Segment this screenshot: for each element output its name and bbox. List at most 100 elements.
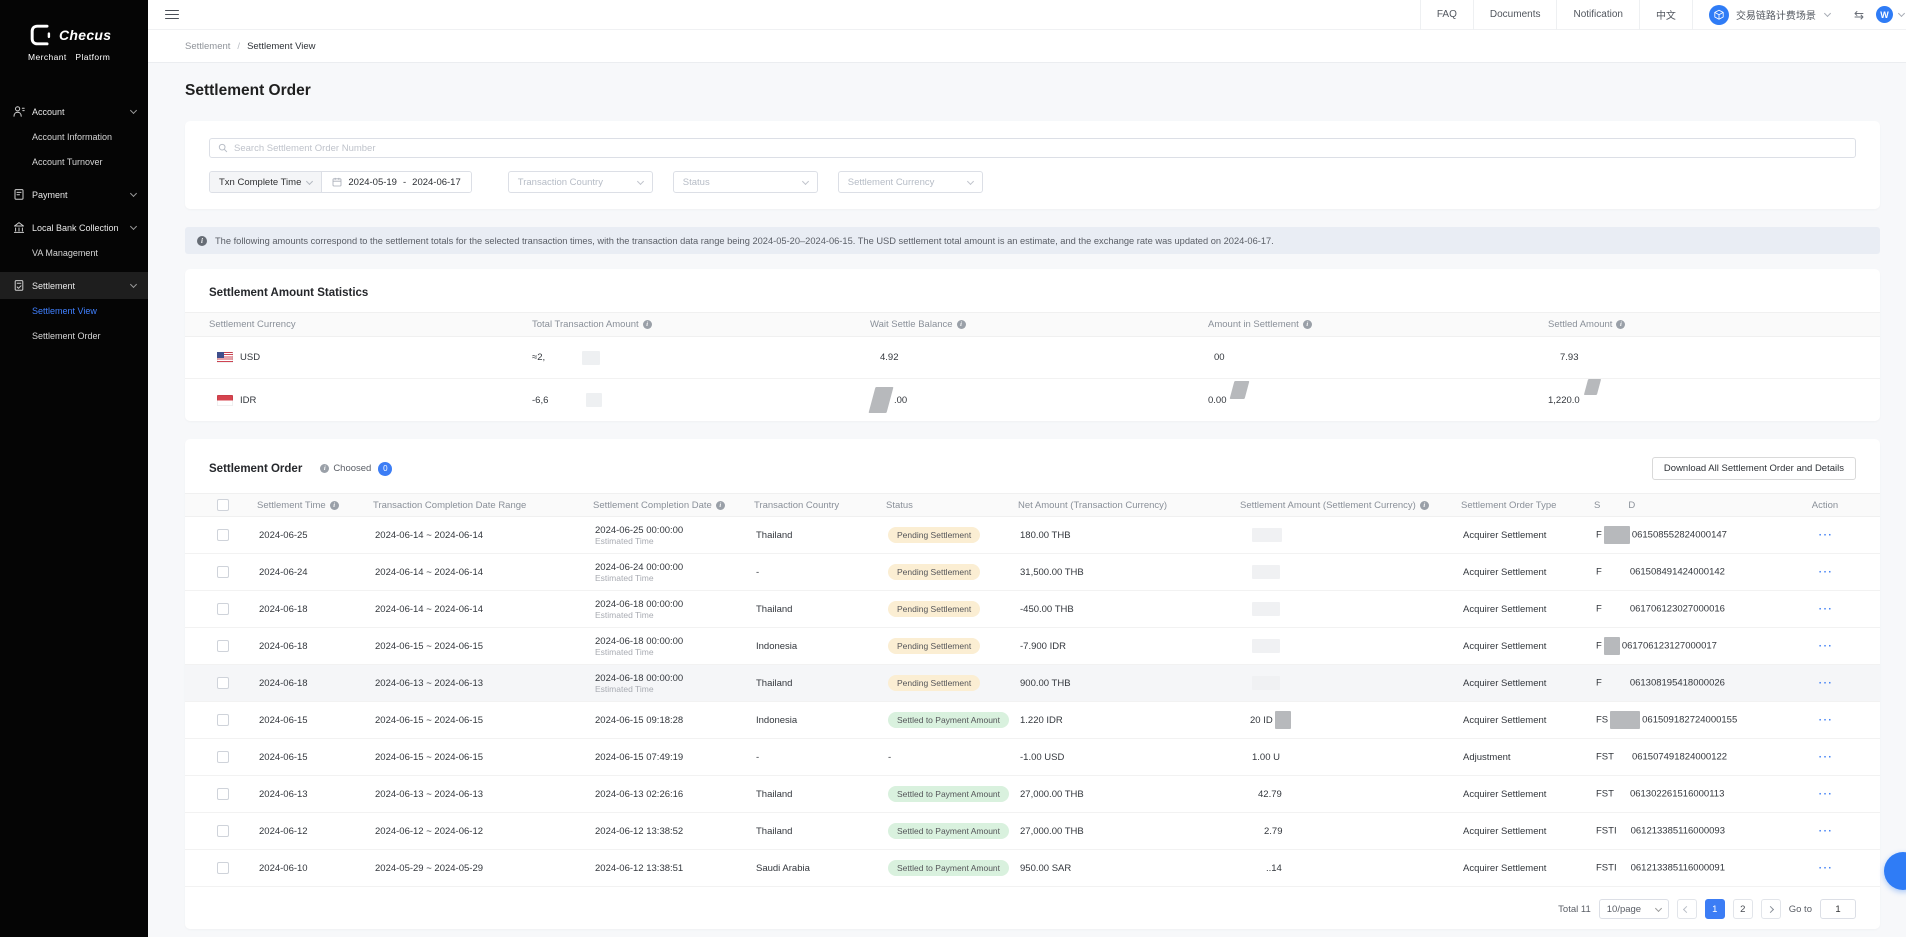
sidebar-item-account-turnover[interactable]: Account Turnover — [32, 157, 103, 167]
search-input[interactable] — [234, 142, 1847, 154]
select-all-checkbox[interactable] — [217, 499, 229, 511]
txn-completion-range: 2024-06-12 ~ 2024-06-12 — [375, 825, 484, 837]
row-actions-button[interactable]: ··· — [1818, 714, 1834, 726]
page-button-1[interactable]: 1 — [1704, 899, 1725, 919]
order-id-prefix: F — [1596, 677, 1602, 689]
column-header: Amount in Settlement i — [1208, 319, 1548, 330]
txn-completion-range: 2024-06-14 ~ 2024-06-14 — [375, 603, 484, 615]
row-checkbox[interactable] — [217, 566, 229, 578]
row-actions-button[interactable]: ··· — [1818, 566, 1834, 578]
row-actions-button[interactable]: ··· — [1818, 677, 1834, 689]
sidebar-item-payment[interactable]: Payment — [0, 181, 148, 208]
info-icon[interactable]: i — [715, 500, 725, 510]
row-checkbox[interactable] — [217, 714, 229, 726]
sidebar-item-settlement-order[interactable]: Settlement Order — [32, 331, 101, 341]
page-button-2[interactable]: 2 — [1732, 899, 1753, 919]
settlement-time: 2024-06-15 — [259, 714, 308, 726]
info-icon[interactable]: i — [1419, 500, 1429, 510]
sidebar-item-local-bank-collection[interactable]: Local Bank Collection — [0, 214, 148, 241]
row-checkbox[interactable] — [217, 751, 229, 763]
column-header-status: Status — [886, 499, 913, 511]
info-icon[interactable]: i — [642, 320, 652, 329]
settlement-time: 2024-06-18 — [259, 603, 308, 615]
table-row: 2024-06-24 2024-06-14 ~ 2024-06-14 2024-… — [185, 554, 1880, 591]
faq-link[interactable]: FAQ — [1419, 0, 1473, 30]
settled-amount: 1,220.0 — [1548, 394, 1580, 406]
sidebar-item-settlement[interactable]: Settlement — [0, 272, 148, 299]
checus-logo-icon — [28, 22, 54, 48]
settlement-currency-select[interactable]: Settlement Currency — [837, 171, 983, 193]
sidebar-item-va-management[interactable]: VA Management — [32, 248, 98, 258]
documents-link[interactable]: Documents — [1472, 0, 1557, 30]
sidebar-item-account[interactable]: Account — [0, 98, 148, 125]
txn-completion-range: 2024-06-14 ~ 2024-06-14 — [375, 529, 484, 541]
row-checkbox[interactable] — [217, 825, 229, 837]
order-id-suffix: 061507491824000122 — [1631, 751, 1728, 763]
order-id-prefix: FST — [1596, 751, 1614, 763]
settlement-time: 2024-06-25 — [259, 529, 308, 541]
menu-toggle-button[interactable] — [165, 7, 179, 22]
info-icon[interactable]: i — [956, 320, 966, 329]
sidebar-item-account-information[interactable]: Account Information — [32, 132, 113, 142]
row-checkbox[interactable] — [217, 862, 229, 874]
row-checkbox[interactable] — [217, 529, 229, 541]
row-actions-button[interactable]: ··· — [1818, 788, 1834, 800]
select-placeholder: Status — [682, 176, 710, 188]
time-type-select[interactable]: Txn Complete Time — [210, 172, 323, 192]
row-checkbox[interactable] — [217, 788, 229, 800]
status-select[interactable]: Status — [672, 171, 818, 193]
workspace-selector[interactable]: 交易链路计费场景 — [1693, 4, 1842, 25]
txn-completion-range: 2024-06-15 ~ 2024-06-15 — [375, 751, 484, 763]
info-icon[interactable]: i — [329, 500, 339, 510]
row-checkbox[interactable] — [217, 640, 229, 652]
switch-account-icon[interactable]: ⇆ — [1853, 7, 1864, 22]
breadcrumb-parent[interactable]: Settlement — [185, 40, 231, 52]
row-actions-button[interactable]: ··· — [1818, 751, 1834, 763]
settlement-time: 2024-06-24 — [259, 566, 308, 578]
row-checkbox[interactable] — [217, 603, 229, 615]
breadcrumb-separator: / — [237, 40, 241, 52]
chevron-down-icon — [129, 222, 138, 231]
date-end: 2024-06-17 — [412, 176, 461, 188]
net-amount: 27,000.00 THB — [1020, 788, 1084, 800]
info-icon[interactable]: i — [1302, 320, 1312, 329]
row-actions-button[interactable]: ··· — [1818, 603, 1834, 615]
search-box — [209, 138, 1856, 158]
settlement-time: 2024-06-18 — [259, 677, 308, 689]
settlement-order-type: Acquirer Settlement — [1463, 566, 1547, 578]
next-page-button[interactable] — [1760, 899, 1781, 919]
settlement-order-type: Acquirer Settlement — [1463, 640, 1547, 652]
date-range-picker[interactable]: 2024-05-19 - 2024-06-17 — [322, 172, 471, 192]
notification-link[interactable]: Notification — [1556, 0, 1638, 30]
row-actions-button[interactable]: ··· — [1818, 862, 1834, 874]
page-title: Settlement Order — [185, 82, 311, 99]
transaction-country-select[interactable]: Transaction Country — [507, 171, 653, 193]
language-switch[interactable]: 中文 — [1638, 0, 1693, 30]
goto-page-input[interactable] — [1820, 899, 1856, 919]
row-actions-button[interactable]: ··· — [1818, 529, 1834, 541]
column-header-settlement-time: Settlement Time i — [257, 500, 373, 511]
bank-icon — [13, 221, 25, 234]
status-badge: Pending Settlement — [888, 638, 981, 654]
logo[interactable]: Checus — [28, 22, 148, 48]
row-checkbox[interactable] — [217, 677, 229, 689]
order-id-suffix: 061706123027000016 — [1629, 603, 1725, 615]
settlement-completion-date: 2024-06-18 00:00:00 — [595, 598, 684, 610]
info-icon[interactable]: i — [1616, 320, 1626, 329]
settlement-amount-fragment: 2.79 — [1264, 825, 1283, 837]
per-page-select[interactable]: 10/page — [1598, 899, 1669, 919]
prev-page-button[interactable] — [1676, 899, 1697, 919]
sidebar-item-settlement-view[interactable]: Settlement View — [32, 306, 97, 316]
download-all-button[interactable]: Download All Settlement Order and Detail… — [1651, 457, 1856, 480]
column-header-settlement-amount: Settlement Amount (Settlement Currency) i — [1240, 500, 1461, 511]
floating-action-button[interactable] — [1884, 852, 1906, 890]
net-amount: 180.00 THB — [1020, 529, 1071, 541]
txn-completion-range: 2024-05-29 ~ 2024-05-29 — [375, 862, 484, 874]
row-actions-button[interactable]: ··· — [1818, 640, 1834, 652]
user-menu[interactable]: W — [1876, 6, 1906, 23]
info-icon[interactable]: i — [320, 464, 330, 473]
row-actions-button[interactable]: ··· — [1818, 825, 1834, 837]
settlement-amount-fragment: 20 ID — [1250, 714, 1273, 726]
table-row: 2024-06-18 2024-06-14 ~ 2024-06-14 2024-… — [185, 591, 1880, 628]
order-id-suffix: 061308195418000026 — [1629, 677, 1725, 689]
